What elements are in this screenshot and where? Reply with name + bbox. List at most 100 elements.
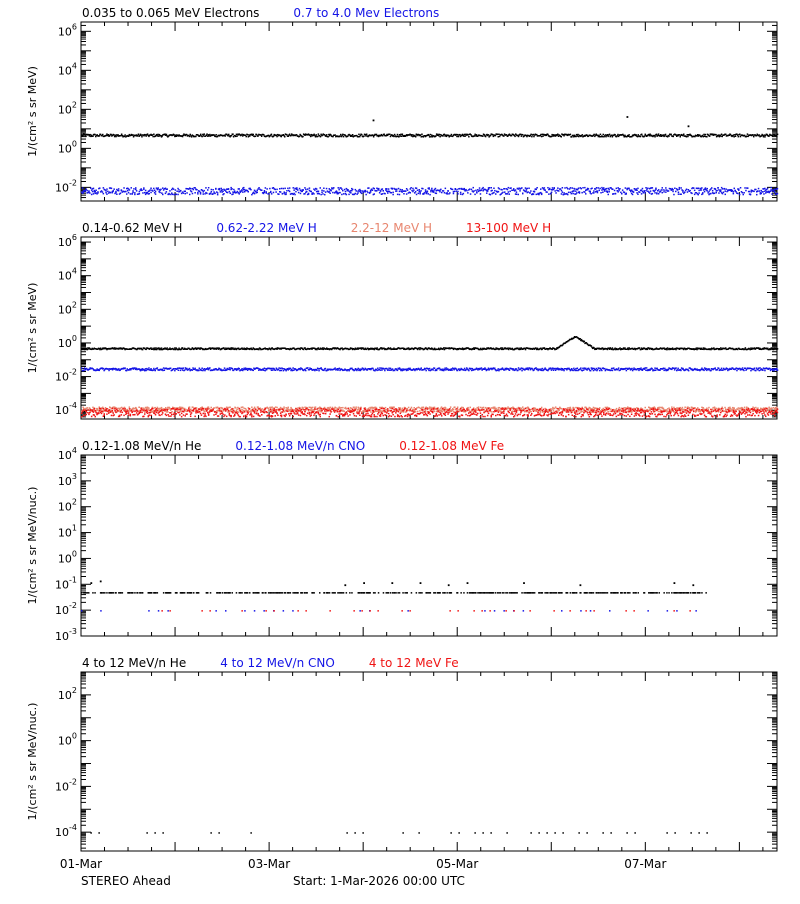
data-point: [129, 406, 131, 408]
data-point: [519, 190, 521, 192]
data-point: [590, 193, 592, 195]
data-point: [625, 368, 627, 370]
data-point: [777, 193, 779, 195]
data-point: [149, 189, 151, 191]
data-point: [250, 189, 252, 191]
data-point: [753, 191, 755, 193]
data-point: [334, 134, 336, 136]
data-point: [527, 191, 529, 193]
data-point: [173, 134, 175, 136]
data-point: [239, 188, 241, 190]
data-point: [376, 134, 378, 136]
data-point: [370, 191, 372, 193]
data-point: [157, 135, 159, 137]
data-point: [764, 188, 766, 190]
data-point: [456, 189, 458, 191]
data-point: [241, 134, 243, 136]
data-point: [273, 135, 275, 137]
data-point: [470, 134, 472, 136]
data-point: [176, 136, 178, 138]
data-point: [343, 193, 345, 195]
data-point: [95, 190, 97, 192]
data-point: [141, 136, 143, 138]
data-point: [230, 193, 232, 195]
data-point: [673, 368, 675, 370]
data-point: [276, 135, 278, 137]
data-point: [152, 369, 154, 371]
data-point: [419, 349, 421, 351]
data-point: [212, 189, 214, 191]
data-point: [701, 187, 703, 189]
data-point: [487, 369, 489, 371]
data-point: [431, 188, 433, 190]
data-point: [603, 134, 605, 136]
data-point: [647, 188, 649, 190]
data-point: [289, 191, 291, 193]
data-point: [626, 370, 628, 372]
data-point: [542, 134, 544, 136]
data-point: [108, 134, 110, 136]
data-point: [407, 189, 409, 191]
data-point: [550, 193, 552, 195]
data-point: [596, 368, 598, 370]
data-point: [131, 187, 133, 189]
data-point: [452, 189, 454, 191]
data-point: [522, 193, 524, 195]
data-point: [118, 190, 120, 192]
data-point: [93, 193, 95, 195]
data-point: [554, 188, 556, 190]
data-point: [644, 190, 646, 192]
data-point: [222, 191, 224, 193]
data-point: [403, 193, 405, 195]
data-point: [498, 368, 500, 370]
data-point: [227, 407, 229, 409]
data-point: [174, 347, 176, 349]
data-point: [392, 368, 394, 370]
data-point: [726, 368, 728, 370]
data-point: [578, 188, 580, 190]
data-point: [447, 190, 449, 192]
data-point: [465, 369, 467, 371]
data-point: [326, 370, 328, 372]
data-point: [304, 187, 306, 189]
data-point: [734, 188, 736, 190]
data-point: [707, 190, 709, 192]
data-point: [107, 191, 109, 193]
data-point: [759, 367, 761, 369]
data-point: [307, 367, 309, 369]
data-point: [474, 194, 476, 196]
data-point: [706, 136, 708, 138]
data-point: [157, 407, 159, 409]
data-point: [341, 347, 343, 349]
data-point: [561, 368, 563, 370]
data-point: [308, 193, 310, 195]
data-point: [611, 368, 613, 370]
data-point: [655, 370, 657, 372]
data-point: [741, 369, 743, 371]
data-point: [482, 135, 484, 137]
data-point: [244, 369, 246, 371]
data-point: [721, 368, 723, 370]
data-point: [200, 134, 202, 136]
data-point: [377, 368, 379, 370]
data-point: [351, 136, 353, 138]
data-point: [563, 370, 565, 372]
data-point: [249, 135, 251, 137]
data-point: [498, 134, 500, 136]
data-point: [750, 368, 752, 370]
data-point: [219, 368, 221, 370]
data-point: [429, 194, 431, 196]
data-point: [178, 189, 180, 191]
data-point: [462, 347, 464, 349]
data-point: [561, 369, 563, 371]
data-point: [172, 194, 174, 196]
y-tick-label: 102: [58, 300, 77, 316]
data-point: [680, 194, 682, 196]
data-point: [345, 191, 347, 193]
data-point: [560, 188, 562, 190]
data-point: [162, 187, 164, 189]
data-point: [169, 190, 171, 192]
data-point: [596, 187, 598, 189]
data-point: [236, 409, 238, 411]
data-point: [197, 192, 199, 194]
